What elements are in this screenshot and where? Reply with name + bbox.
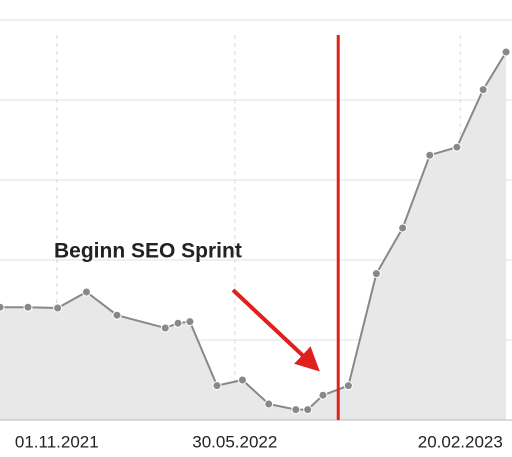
point [23,302,33,312]
point [264,399,274,409]
point [343,381,353,391]
point [478,85,488,95]
area [0,52,507,420]
point [0,302,5,312]
point [303,405,313,415]
point [185,317,195,327]
annotation-text: Beginn SEO Sprint [54,240,242,263]
plot [0,35,512,421]
x-tick-label: 01.11.2021 [15,432,99,451]
point [53,303,63,313]
point [371,269,381,279]
point [398,223,408,233]
point [173,318,183,328]
x-tick-label: 30.05.2022 [192,432,277,451]
annotation-arrow [231,288,320,372]
point [212,381,222,391]
point [237,375,247,385]
point [501,47,511,57]
point [160,323,170,333]
point [452,142,462,152]
x-tick-label: 20.02.2023 [418,432,503,451]
point [318,390,328,400]
point [112,310,122,320]
point [81,287,91,297]
point [291,405,301,415]
point [425,150,435,160]
